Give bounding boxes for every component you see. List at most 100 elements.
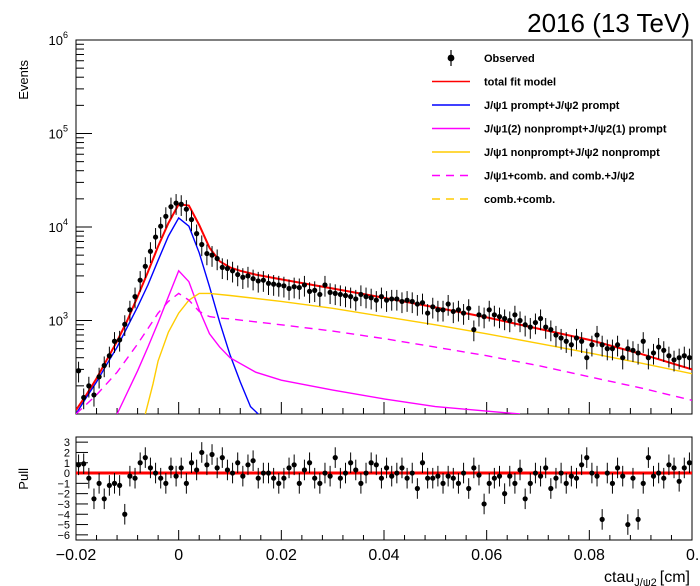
observed-point: [666, 353, 671, 358]
main-y-tick-label-base: 10: [49, 33, 63, 48]
observed-point: [307, 289, 312, 294]
x-axis-label-unit: [cm]: [660, 569, 690, 586]
legend: Observed total fit model J/ψ1 prompt+J/ψ2 …: [432, 50, 667, 206]
main-y-tick-label: 106: [49, 30, 68, 48]
observed-point: [661, 348, 666, 353]
observed-point: [553, 332, 558, 337]
observed-point: [471, 327, 476, 332]
pull-point: [276, 481, 281, 486]
observed-point: [440, 307, 445, 312]
legend-label: comb.+comb.: [484, 194, 555, 206]
main-y-tick-label-base: 10: [49, 314, 63, 329]
legend-label: J/ψ1 nonprompt+J/ψ2 nonprompt: [484, 147, 660, 159]
observed-point: [574, 335, 579, 340]
observed-point: [312, 288, 317, 293]
observed-point: [261, 278, 266, 283]
observed-point: [456, 307, 461, 312]
pull-point: [302, 467, 307, 472]
pull-point: [610, 481, 615, 486]
pull-point: [476, 473, 481, 478]
observed-point: [256, 278, 261, 283]
pull-point: [215, 465, 220, 470]
pull-point: [677, 479, 682, 484]
observed-point: [189, 217, 194, 222]
pull-point: [297, 481, 302, 486]
observed-point: [245, 273, 250, 278]
observed-point: [297, 285, 302, 290]
pull-point: [240, 474, 245, 479]
pull-point: [620, 474, 625, 479]
pull-point: [605, 470, 610, 475]
observed-point: [102, 363, 107, 368]
pull-x-tick-label: 0.1: [686, 547, 700, 564]
pull-point: [625, 522, 630, 527]
pull-x-tick-labels: −0.0200.020.040.060.080.1: [56, 547, 700, 564]
observed-point: [512, 312, 517, 317]
pull-point: [127, 474, 132, 479]
pull-point: [410, 470, 415, 475]
observed-point: [127, 307, 132, 312]
pull-point: [225, 467, 230, 472]
observed-point: [636, 350, 641, 355]
pull-point: [461, 470, 466, 475]
pull-panel: 3210−1−2−3−4−5−6 −0.02 0 0.02 0.04 0.06 0.08 0…: [16, 437, 700, 586]
pull-point: [399, 465, 404, 470]
pull-point: [138, 460, 143, 465]
pull-point: [122, 512, 127, 517]
pull-point: [394, 470, 399, 475]
legend-marker-point: [448, 55, 455, 62]
observed-point: [394, 296, 399, 301]
observed-point: [482, 314, 487, 319]
observed-point: [353, 296, 358, 301]
pull-point: [256, 476, 261, 481]
pull-point: [81, 461, 86, 466]
legend-label: total fit model: [484, 77, 556, 89]
pull-point: [307, 460, 312, 465]
observed-point: [286, 286, 291, 291]
observed-point: [682, 353, 687, 358]
pull-point: [328, 474, 333, 479]
observed-point: [451, 309, 456, 314]
pull-point: [451, 476, 456, 481]
pull-point: [317, 481, 322, 486]
pull-point: [415, 486, 420, 491]
pull-point: [251, 458, 256, 463]
pull-point: [641, 481, 646, 486]
pull-x-tick-label: 0.08: [574, 547, 605, 564]
pull-point: [651, 474, 656, 479]
pull-point: [184, 481, 189, 486]
pull-point: [245, 462, 250, 467]
observed-point: [76, 368, 81, 373]
main-y-tick-label-exponent: 5: [63, 124, 68, 134]
pull-point: [661, 476, 666, 481]
pull-point: [333, 455, 338, 460]
observed-point: [204, 251, 209, 256]
observed-point: [117, 337, 122, 342]
pull-point: [600, 517, 605, 522]
legend-label: J/ψ1(2) nonprompt+J/ψ2(1) prompt: [484, 124, 667, 136]
main-y-tick-label-exponent: 3: [63, 311, 68, 321]
pull-point: [369, 460, 374, 465]
observed-point: [174, 201, 179, 206]
observed-point: [91, 392, 96, 397]
main-y-tick-label: 105: [49, 124, 68, 142]
observed-point: [194, 231, 199, 236]
observed-point: [605, 346, 610, 351]
pull-point: [687, 460, 692, 465]
pull-point: [91, 496, 96, 501]
observed-point: [379, 294, 384, 299]
observed-point: [579, 339, 584, 344]
legend-label: J/ψ1 prompt+J/ψ2 prompt: [484, 100, 620, 112]
pull-point: [343, 470, 348, 475]
pull-point: [363, 470, 368, 475]
observed-point: [112, 339, 117, 344]
pull-x-tick-label: 0.06: [471, 547, 502, 564]
pull-point: [230, 470, 235, 475]
main-y-tick-label-base: 10: [49, 127, 63, 142]
x-axis-label: ctauJ/ψ2 [cm]: [604, 569, 690, 586]
pull-point: [86, 476, 91, 481]
observed-point: [410, 299, 415, 304]
observed-point: [143, 264, 148, 269]
observed-point: [384, 298, 389, 303]
pull-point: [430, 476, 435, 481]
